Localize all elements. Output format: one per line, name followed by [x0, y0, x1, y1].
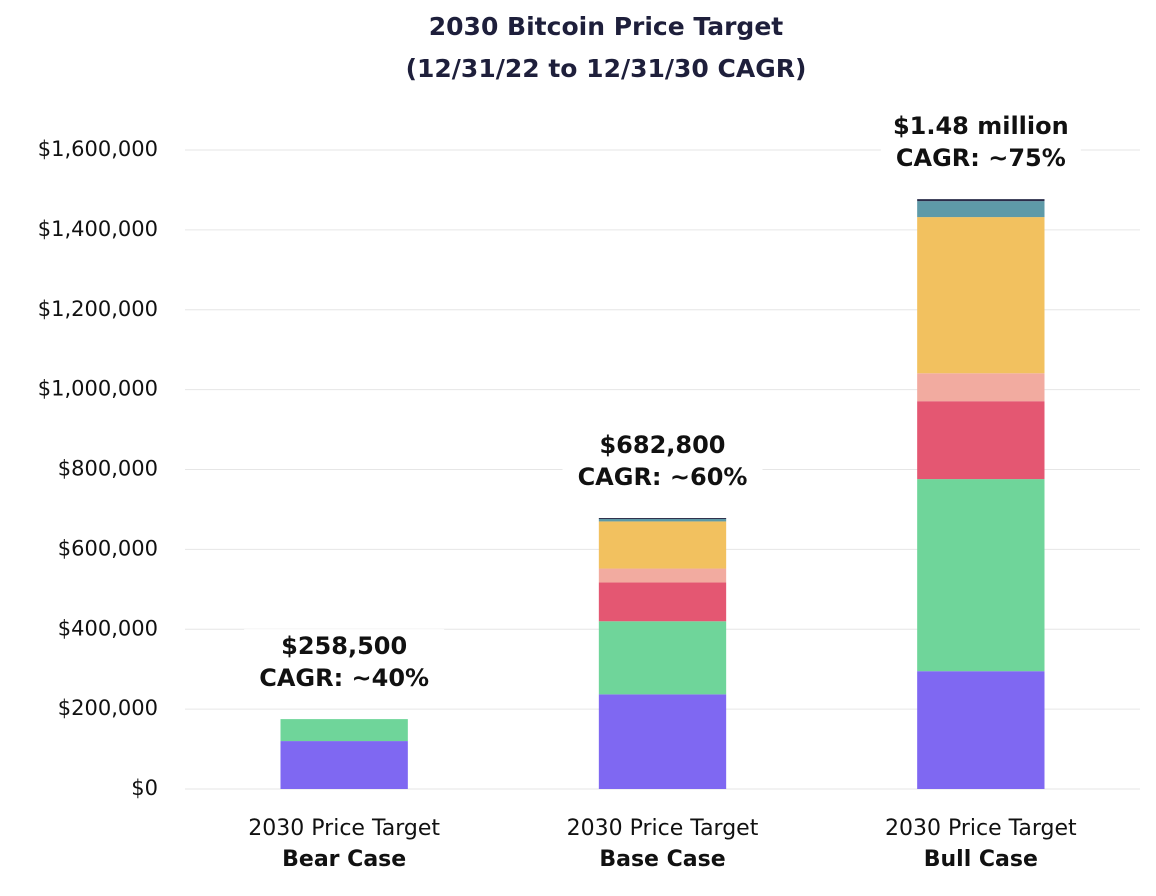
annotation-bg — [562, 428, 763, 501]
bar-segment — [917, 401, 1045, 480]
annotation: $1.48 million — [893, 112, 1069, 140]
x-tick-label: Base Case — [599, 847, 725, 872]
bar-segment — [917, 373, 1045, 402]
annotation-bg — [880, 109, 1081, 182]
y-tick-label: $1,400,000 — [38, 217, 158, 241]
annotation: CAGR: ~60% — [578, 463, 748, 491]
chart-title: 2030 Bitcoin Price Target — [429, 12, 784, 41]
y-tick-label: $1,600,000 — [38, 137, 158, 161]
bar-segment — [598, 521, 727, 569]
bar-segment — [917, 217, 1045, 374]
bar-segment — [917, 199, 1045, 202]
y-tick-label: $1,200,000 — [38, 297, 158, 321]
x-tick-label: 2030 Price Target — [248, 816, 440, 841]
bar-segment — [280, 741, 408, 789]
bar-segment — [598, 568, 727, 583]
y-tick-label: $0 — [131, 776, 158, 800]
bar-segment — [598, 519, 727, 522]
bar-segment — [917, 671, 1045, 789]
y-tick-label: $600,000 — [58, 536, 158, 560]
y-tick-label: $1,000,000 — [38, 377, 158, 401]
bar-segment — [598, 621, 727, 695]
y-tick-label: $200,000 — [58, 696, 158, 720]
x-tick-label: Bear Case — [282, 847, 406, 872]
x-tick-label: 2030 Price Target — [567, 816, 759, 841]
annotation: $258,500 — [281, 632, 407, 660]
bar-segment — [598, 694, 727, 789]
y-tick-label: $400,000 — [58, 616, 158, 640]
annotation: $682,800 — [599, 431, 725, 459]
chart-subtitle: (12/31/22 to 12/31/30 CAGR) — [406, 54, 807, 83]
bar-segment — [598, 582, 727, 622]
bar-segment — [598, 518, 727, 520]
x-tick-label: Bull Case — [924, 847, 1038, 872]
bar-segment — [917, 479, 1045, 672]
annotation-bg — [244, 629, 445, 702]
bar-segment — [917, 201, 1045, 218]
annotation: CAGR: ~75% — [896, 144, 1066, 172]
bar-segment — [280, 719, 408, 742]
annotation: CAGR: ~40% — [259, 664, 429, 692]
x-tick-label: 2030 Price Target — [885, 816, 1077, 841]
y-tick-label: $800,000 — [58, 457, 158, 481]
